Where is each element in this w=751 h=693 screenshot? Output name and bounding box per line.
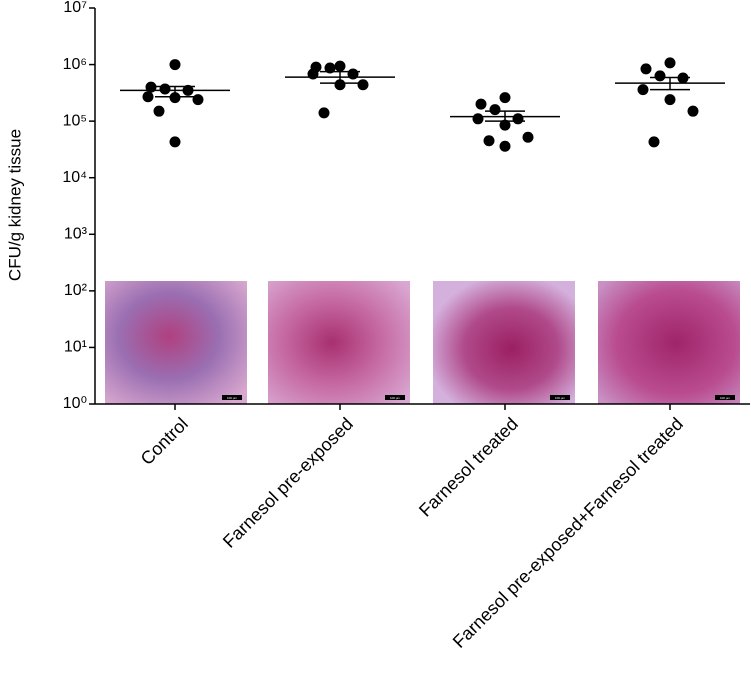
x-tick-label: Control [137, 414, 192, 469]
data-point [654, 70, 666, 82]
data-point [159, 83, 171, 95]
data-point [324, 62, 336, 74]
data-point [640, 63, 652, 75]
histology-image [105, 281, 247, 404]
data-point [153, 105, 165, 117]
data-point [169, 59, 181, 71]
scale-bar [222, 395, 242, 400]
scale-label: 100 µm [390, 396, 401, 400]
data-point [307, 68, 319, 80]
data-point [664, 94, 676, 106]
y-tick-label: 10⁴ [62, 169, 87, 186]
data-point [169, 92, 181, 104]
data-point [318, 107, 330, 119]
scale-bar [715, 395, 735, 400]
scale-label: 100 µm [720, 396, 731, 400]
histology-image [598, 281, 740, 404]
data-point [334, 60, 346, 72]
histology-images: 100 µm 100 µm 100 µm 100 µm [105, 281, 740, 404]
data-point [687, 105, 699, 117]
y-tick-label: 10⁷ [63, 0, 87, 16]
data-point [472, 113, 484, 125]
scale-bar [385, 395, 405, 400]
data-point [664, 57, 676, 69]
data-point [499, 119, 511, 131]
scale-bar [550, 395, 570, 400]
scale-label: 100 µm [555, 396, 566, 400]
data-point [489, 104, 501, 116]
y-tick-label: 10⁶ [63, 56, 87, 73]
x-tick-label: Farnesol pre-exposed [219, 414, 357, 552]
data-point [169, 136, 181, 148]
data-point [648, 136, 660, 148]
y-axis-label: CFU/g kidney tissue [5, 129, 24, 281]
y-tick-label: 10⁵ [63, 112, 87, 129]
data-point [512, 113, 524, 125]
histology-image [268, 281, 410, 404]
data-point [475, 98, 487, 110]
scale-label: 100 µm [227, 396, 238, 400]
data-point [334, 79, 346, 91]
y-tick-label: 10⁰ [63, 395, 87, 412]
y-tick-label: 10² [64, 282, 88, 299]
data-point [499, 140, 511, 152]
histology-image [433, 281, 575, 404]
data-point [347, 68, 359, 80]
data-point [637, 84, 649, 96]
data-point [142, 91, 154, 103]
x-tick-label: Farnesol treated [415, 414, 522, 521]
data-point [192, 94, 204, 106]
data-point [483, 135, 495, 147]
data-point [357, 79, 369, 91]
data-point [499, 92, 511, 104]
data-point [522, 131, 534, 143]
y-tick-label: 10³ [64, 226, 88, 243]
y-tick-label: 10¹ [64, 339, 87, 356]
